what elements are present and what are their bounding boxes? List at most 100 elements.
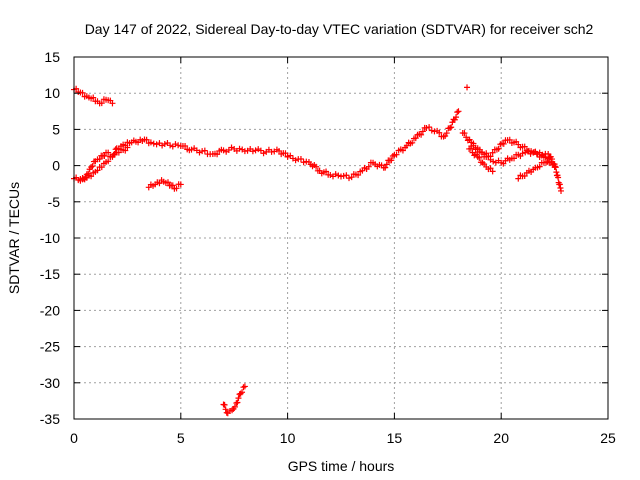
axis-ticks: 0 5 10 15 20 25 15 10 5 0 -5 -10 -15 -20 -25 -30 -35 [40,49,616,446]
data-point [177,181,184,188]
series-low-cluster [220,383,248,417]
data-point [98,164,105,171]
data-point [105,158,112,165]
data-point [355,172,362,179]
data-point [323,168,330,175]
y-tick-label: -5 [48,194,61,210]
y-tick-label: 0 [52,158,60,174]
data-point [519,150,526,157]
data-point [446,124,453,131]
data-point [495,145,502,152]
data-point [147,139,154,146]
data-point [88,173,95,180]
data-point [94,167,101,174]
data-point [522,149,529,156]
y-tick-label: -35 [40,411,60,427]
data-point [98,100,105,107]
data-point [428,127,435,134]
data-point [412,135,419,142]
data-point [536,163,543,170]
data-point [249,148,256,155]
data-point [96,156,103,163]
data-point [463,134,470,141]
data-point [478,149,485,156]
data-point [527,150,534,157]
data-point [348,174,355,181]
data-point [467,145,474,152]
y-tick-label: -15 [40,266,60,282]
data-point [252,147,259,154]
data-point [276,147,283,154]
data-point [419,128,426,135]
data-point [239,389,246,396]
data-point [418,131,425,138]
data-point [156,180,163,187]
data-point [221,401,228,408]
data-point [521,143,528,150]
data-point [409,139,416,146]
data-point [182,142,189,149]
data-point [214,151,221,158]
data-point [257,147,264,154]
data-point [500,140,507,147]
data-point [236,145,243,152]
data-point [506,136,513,143]
data-point [487,165,494,172]
data-point [448,124,455,131]
y-tick-label: 5 [52,121,60,137]
data-point [164,179,171,186]
data-point [490,158,497,165]
data-point [515,175,522,182]
data-point [346,175,353,182]
y-tick-label: 15 [44,49,60,65]
data-point [455,108,462,115]
data-point [105,149,112,156]
series-outlier [464,84,471,91]
data-point [234,399,241,406]
x-tick-label: 25 [600,430,616,446]
data-point [287,152,294,159]
data-point [551,164,558,171]
data-point [143,136,150,143]
y-tick-label: -25 [40,339,60,355]
data-point [90,94,97,101]
data-point [443,130,450,137]
data-point [109,100,116,107]
data-point [436,129,443,136]
data-point [454,109,461,116]
data-point [451,116,458,123]
data-point [284,153,291,160]
y-axis-label: SDTVAR / TECUs [6,182,22,294]
data-point [292,157,299,164]
data-point [485,153,492,160]
data-point [173,185,180,192]
data-point [153,141,160,148]
data-point [511,155,518,162]
x-axis-label: GPS time / hours [288,458,395,474]
series-dip-3-5h [145,177,184,192]
data-point [327,172,334,179]
x-tick-label: 0 [70,430,78,446]
data-point [453,114,460,121]
data-point [558,187,565,194]
data-point [231,403,238,410]
series-low-branch [77,144,131,184]
data-point [172,141,179,148]
data-point [201,147,208,154]
series-main-10-18h [284,108,462,182]
data-point [343,172,350,179]
data-point [365,163,372,170]
data-point [382,164,389,171]
data-point [521,172,528,179]
data-point [489,168,496,175]
data-point [300,159,307,166]
x-tick-label: 10 [280,430,296,446]
data-point [235,395,242,402]
data-point [393,151,400,158]
data-point [399,147,406,154]
data-point [169,182,176,189]
series-late-d [515,153,554,182]
data-point [555,174,562,181]
series-main-0-3h [71,137,139,184]
